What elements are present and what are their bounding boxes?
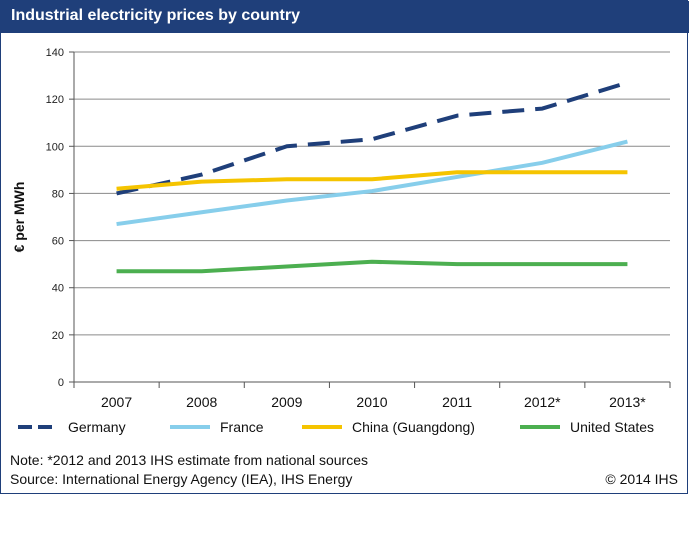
title-bar: Industrial electricity prices by country xyxy=(1,1,689,33)
x-tick-label: 2008 xyxy=(186,394,217,410)
series-line-china-guangdong xyxy=(116,170,628,191)
legend-label-germany: Germany xyxy=(68,419,126,435)
y-tick-label: 100 xyxy=(46,141,64,153)
x-tick-label: 2013* xyxy=(609,394,646,410)
y-tick-label: 40 xyxy=(52,283,64,295)
legend-label-france: France xyxy=(220,419,264,435)
legend-label-united-states: United States xyxy=(570,419,654,435)
series-line-united-states xyxy=(116,259,628,274)
series-line-germany xyxy=(116,80,629,196)
series-line-france xyxy=(116,139,628,227)
y-tick-label: 80 xyxy=(52,188,64,200)
chart-frame: Industrial electricity prices by country xyxy=(0,0,689,494)
x-tick-label: 2011 xyxy=(442,394,472,410)
y-tick-label: 140 xyxy=(46,47,64,59)
chart-title: Industrial electricity prices by country xyxy=(11,7,300,24)
x-tick-label: 2012* xyxy=(524,394,561,410)
y-tick-label: 60 xyxy=(52,236,64,248)
y-tick-label: 0 xyxy=(58,377,64,389)
copyright-text: © 2014 IHS xyxy=(605,471,678,487)
x-tick-label: 2009 xyxy=(271,394,302,410)
y-axis-title: € per MWh xyxy=(11,182,27,253)
y-tick-label: 120 xyxy=(46,94,64,106)
source-text: Source: International Energy Agency (IEA… xyxy=(10,471,353,487)
y-tick-label: 20 xyxy=(52,330,64,342)
x-tick-label: 2007 xyxy=(101,394,132,410)
x-tick-label: 2010 xyxy=(356,394,387,410)
note-text: Note: *2012 and 2013 IHS estimate from n… xyxy=(10,452,368,468)
legend-label-china-guangdong: China (Guangdong) xyxy=(352,419,475,435)
